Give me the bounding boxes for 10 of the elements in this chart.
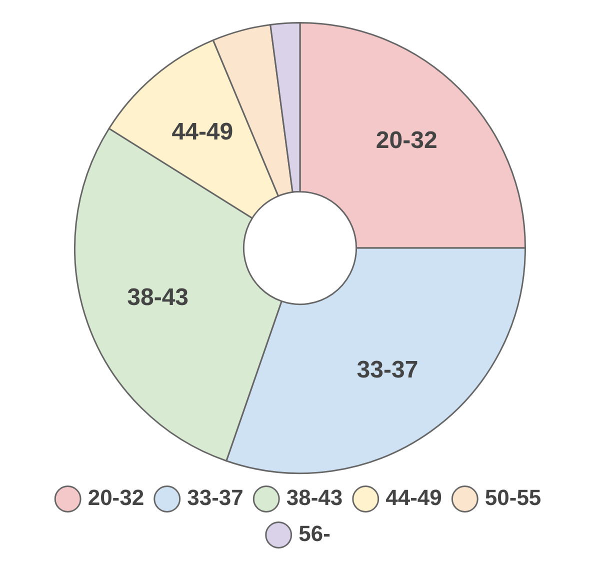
legend-label: 20-32 (88, 485, 144, 510)
slice-label: 20-32 (376, 127, 438, 154)
legend-label: 50-55 (484, 485, 542, 510)
slice-label: 38-43 (127, 284, 189, 311)
legend-label: 33-37 (187, 485, 244, 510)
legend-label: 38-43 (286, 485, 343, 510)
legend-label: 56- (298, 521, 330, 546)
slice-label: 44-49 (172, 118, 234, 146)
legend-label: 44-49 (386, 485, 442, 510)
slice-label: 33-37 (356, 356, 418, 384)
